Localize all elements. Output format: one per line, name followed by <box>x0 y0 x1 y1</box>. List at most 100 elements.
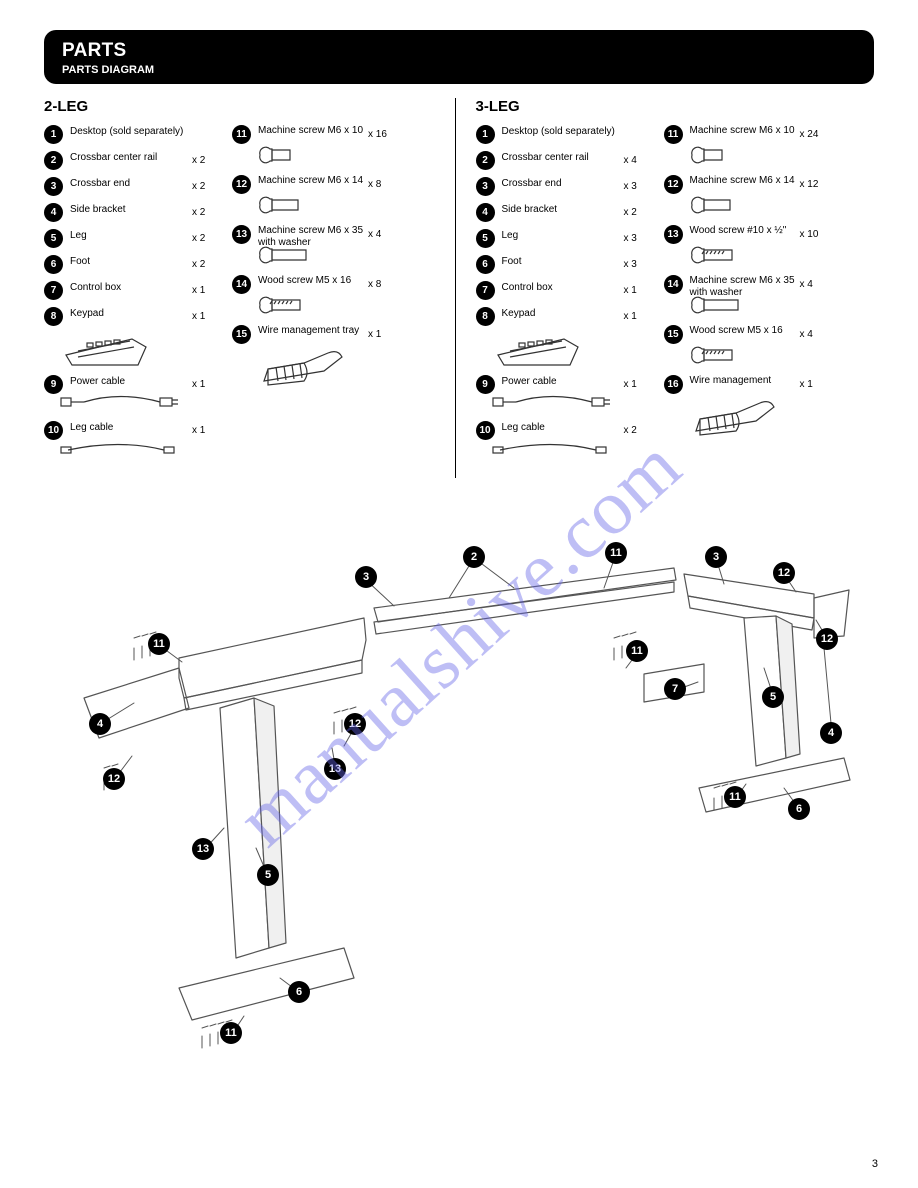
part-label: Keypad <box>70 308 188 320</box>
part-bullet: 7 <box>476 281 495 300</box>
diagram-callout: 5 <box>762 686 784 708</box>
column-3leg: 3-LEG 1Desktop (sold separately)2Crossba… <box>456 98 875 478</box>
part-label: Control box <box>502 282 620 294</box>
part-label: Wire management <box>690 375 798 387</box>
part-bullet: 8 <box>44 307 63 326</box>
qty-label: x 12 <box>800 179 819 190</box>
qty-label: x 2 <box>192 233 205 244</box>
part-label: Keypad <box>502 308 620 320</box>
title-line1: PARTS <box>62 40 856 62</box>
part-bullet: 2 <box>44 151 63 170</box>
qty-label: x 24 <box>800 129 819 140</box>
qty-label: x 8 <box>368 279 381 290</box>
qty-label: x 1 <box>624 285 637 296</box>
part-bullet: 12 <box>664 175 683 194</box>
diagram-callout: 4 <box>820 722 842 744</box>
part-bullet: 5 <box>476 229 495 248</box>
part-bullet: 16 <box>664 375 683 394</box>
part-bullet: 13 <box>232 225 251 244</box>
part-label: Power cable <box>70 376 188 388</box>
part-label: Foot <box>502 256 620 268</box>
qty-label: x 10 <box>800 229 819 240</box>
part-bullet: 6 <box>44 255 63 274</box>
qty-label: x 1 <box>192 311 205 322</box>
qty-label: x 1 <box>624 311 637 322</box>
qty-label: x 1 <box>368 329 381 340</box>
diagram-callout: 2 <box>463 546 485 568</box>
part-bullet: 4 <box>44 203 63 222</box>
qty-label: x 1 <box>800 379 813 390</box>
part-bullet: 11 <box>232 125 251 144</box>
part-label: Crossbar end <box>502 178 620 190</box>
qty-label: x 4 <box>800 329 813 340</box>
part-label: Crossbar center rail <box>70 152 188 164</box>
part-bullet: 6 <box>476 255 495 274</box>
qty-label: x 1 <box>192 425 205 436</box>
part-label: Machine screw M6 x 14 <box>690 175 798 187</box>
qty-label: x 1 <box>192 379 205 390</box>
column-2leg: 2-LEG 1 Desktop (sold separately) 2 Crossba… <box>44 98 456 478</box>
part-bullet: 5 <box>44 229 63 248</box>
part-label: Leg cable <box>70 422 188 434</box>
qty-label: x 2 <box>192 155 205 166</box>
part-label: Desktop (sold separately) <box>502 126 620 138</box>
qty-label: x 2 <box>192 181 205 192</box>
part-label: Wire management tray <box>258 325 366 337</box>
diagram-callout: 3 <box>355 566 377 588</box>
part-label: Side bracket <box>70 204 188 216</box>
part-bullet: 7 <box>44 281 63 300</box>
diagram-callout: 3 <box>705 546 727 568</box>
header-left: 2-LEG <box>44 98 443 115</box>
diagram-callout: 12 <box>773 562 795 584</box>
part-bullet: 11 <box>664 125 683 144</box>
qty-label: x 8 <box>368 179 381 190</box>
part-bullet: 1 <box>44 125 63 144</box>
part-label: Wood screw M5 x 16 <box>690 325 798 337</box>
parts-columns: 2-LEG 1 Desktop (sold separately) 2 Crossba… <box>44 98 874 478</box>
part-label: Leg <box>70 230 188 242</box>
part-bullet: 10 <box>44 421 63 440</box>
qty-label: x 2 <box>192 259 205 270</box>
part-label: Foot <box>70 256 188 268</box>
qty-label: x 16 <box>368 129 387 140</box>
diagram-callout: 7 <box>664 678 686 700</box>
part-bullet: 14 <box>664 275 683 294</box>
diagram-callout: 12 <box>816 628 838 650</box>
part-bullet: 10 <box>476 421 495 440</box>
diagram-callout: 11 <box>148 633 170 655</box>
qty-label: x 2 <box>624 207 637 218</box>
diagram-callout: 11 <box>626 640 648 662</box>
part-label: Machine screw M6 x 10 <box>690 125 798 137</box>
qty-label: x 2 <box>192 207 205 218</box>
diagram-callout: 4 <box>89 713 111 735</box>
diagram-callout: 12 <box>103 768 125 790</box>
part-bullet: 9 <box>476 375 495 394</box>
part-bullet: 14 <box>232 275 251 294</box>
part-label: Control box <box>70 282 188 294</box>
page-number: 3 <box>872 1158 878 1170</box>
qty-label: x 2 <box>624 425 637 436</box>
part-bullet: 12 <box>232 175 251 194</box>
part-label: Wood screw M5 x 16 <box>258 275 366 287</box>
desk-frame-svg <box>44 488 874 1108</box>
part-label: Machine screw M6 x 10 <box>258 125 366 137</box>
part-bullet: 8 <box>476 307 495 326</box>
part-label: Desktop (sold separately) <box>70 126 188 138</box>
qty-label: x 1 <box>624 379 637 390</box>
diagram-callout: 13 <box>324 758 346 780</box>
diagram-callout: 11 <box>605 542 627 564</box>
qty-label: x 3 <box>624 259 637 270</box>
part-bullet: 13 <box>664 225 683 244</box>
part-label: Power cable <box>502 376 620 388</box>
qty-label: x 4 <box>368 229 381 240</box>
part-label: Machine screw M6 x 14 <box>258 175 366 187</box>
part-label: Leg <box>502 230 620 242</box>
exploded-diagram: 31123121111124121213754111356116 <box>44 488 874 1108</box>
title-line2: PARTS DIAGRAM <box>62 64 856 76</box>
qty-label: x 1 <box>192 285 205 296</box>
part-bullet: 4 <box>476 203 495 222</box>
header-right: 3-LEG <box>476 98 875 115</box>
title-bar: PARTS PARTS DIAGRAM <box>44 30 874 84</box>
part-label: Crossbar center rail <box>502 152 620 164</box>
qty-label: x 3 <box>624 181 637 192</box>
